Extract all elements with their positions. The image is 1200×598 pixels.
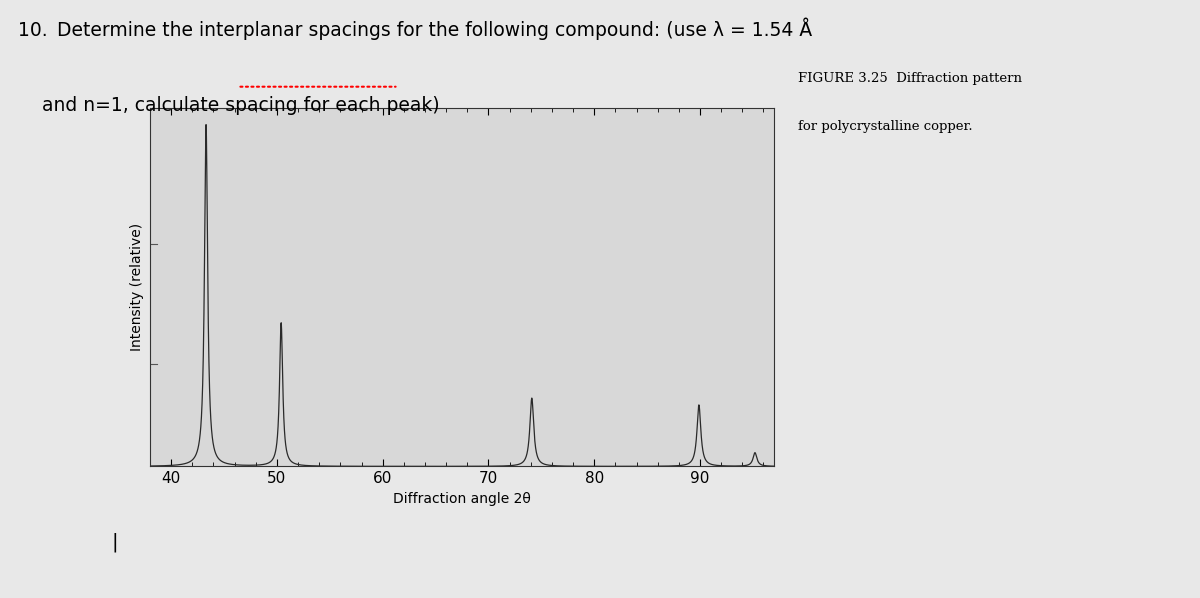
Text: and n=1, calculate spacing for each peak): and n=1, calculate spacing for each peak… <box>18 96 439 115</box>
X-axis label: Diffraction angle 2θ: Diffraction angle 2θ <box>394 492 530 506</box>
Text: 10. Determine the interplanar spacings for the following compound: (use λ = 1.54: 10. Determine the interplanar spacings f… <box>18 18 812 41</box>
Text: FIGURE 3.25  Diffraction pattern: FIGURE 3.25 Diffraction pattern <box>798 72 1022 85</box>
Text: |: | <box>112 532 119 552</box>
Text: for polycrystalline copper.: for polycrystalline copper. <box>798 120 973 133</box>
Y-axis label: Intensity (relative): Intensity (relative) <box>131 223 144 351</box>
